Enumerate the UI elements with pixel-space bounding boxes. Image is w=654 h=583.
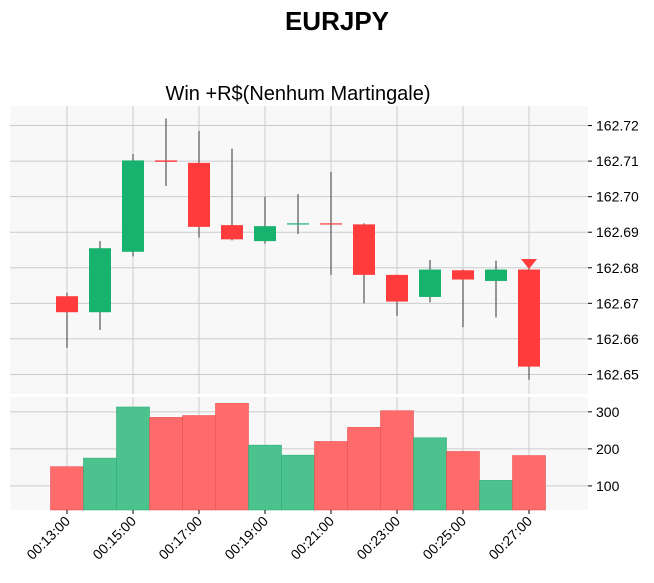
price-tick-label: 162.66 xyxy=(596,331,639,347)
candle-body xyxy=(56,296,78,313)
volume-bar xyxy=(380,410,414,511)
chart-subtitle: Win +R$(Nenhum Martingale) xyxy=(165,83,430,105)
volume-bar xyxy=(479,480,513,511)
candle-body xyxy=(320,223,342,225)
time-tick-label: 00:23:00 xyxy=(353,513,403,563)
candle-body xyxy=(287,223,309,225)
price-tick-label: 162.68 xyxy=(596,260,639,276)
candle xyxy=(485,260,507,318)
candle xyxy=(353,223,375,304)
price-tick-label: 162.72 xyxy=(596,118,639,134)
candle xyxy=(89,241,111,330)
candle xyxy=(221,148,243,241)
time-tick-label: 00:19:00 xyxy=(221,513,271,563)
time-tick-label: 00:27:00 xyxy=(485,513,535,563)
volume-bar xyxy=(314,441,348,511)
time-tick-label: 00:17:00 xyxy=(155,513,205,563)
volume-tick-label: 200 xyxy=(596,441,620,457)
volume-bars xyxy=(50,402,546,511)
candles xyxy=(56,118,540,380)
volume-bar xyxy=(413,437,447,511)
candle-body xyxy=(452,270,474,280)
volume-bar xyxy=(446,451,480,511)
candle xyxy=(386,274,408,316)
candle xyxy=(188,130,210,238)
volume-tick-label: 100 xyxy=(596,478,620,494)
time-tick-label: 00:15:00 xyxy=(89,513,139,563)
candle xyxy=(254,196,276,244)
chart-title: EURJPY xyxy=(285,6,389,36)
volume-bar xyxy=(83,457,117,511)
time-tick-label: 00:25:00 xyxy=(419,513,469,563)
signal-marker-triangle xyxy=(521,259,537,269)
volume-bar xyxy=(149,417,183,511)
volume-bar xyxy=(215,402,249,511)
volume-bar xyxy=(248,444,282,511)
candle xyxy=(155,118,177,186)
signal-marker-layer xyxy=(521,259,537,269)
candle-body xyxy=(353,224,375,275)
time-tick-label: 00:13:00 xyxy=(23,513,73,563)
y-tick-labels: 162.65 162.66 162.67 162.68 162.69 162.70 162.… xyxy=(588,118,639,494)
volume-bar xyxy=(116,406,150,511)
candle-body xyxy=(221,225,243,240)
volume-bar xyxy=(50,466,84,511)
candle-body xyxy=(419,269,441,297)
price-tick-label: 162.65 xyxy=(596,366,639,382)
candle-body xyxy=(155,160,177,162)
volume-bar xyxy=(347,427,381,511)
candle-body xyxy=(386,274,408,302)
candle xyxy=(56,292,78,348)
volume-bar xyxy=(512,455,546,511)
candle-body xyxy=(518,269,540,367)
volume-bar xyxy=(182,415,216,511)
candle-body xyxy=(188,162,210,227)
price-tick-label: 162.67 xyxy=(596,295,639,311)
candle-body xyxy=(89,248,111,313)
volume-tick-label: 300 xyxy=(596,404,620,420)
candle-body xyxy=(485,269,507,281)
candle xyxy=(122,154,144,257)
volume-bar xyxy=(281,454,315,511)
candle xyxy=(320,171,342,275)
candle-body xyxy=(122,160,144,252)
time-tick-label: 00:21:00 xyxy=(287,513,337,563)
price-tick-label: 162.71 xyxy=(596,153,639,169)
price-tick-label: 162.70 xyxy=(596,189,639,205)
candle xyxy=(518,266,540,380)
candle xyxy=(287,194,309,234)
candle xyxy=(452,269,474,328)
candle xyxy=(419,259,441,303)
x-tick-labels: 00:13:00 00:15:00 00:17:00 00:19:00 00:21:00… xyxy=(23,510,535,563)
candle-body xyxy=(254,226,276,242)
price-tick-label: 162.69 xyxy=(596,224,639,240)
